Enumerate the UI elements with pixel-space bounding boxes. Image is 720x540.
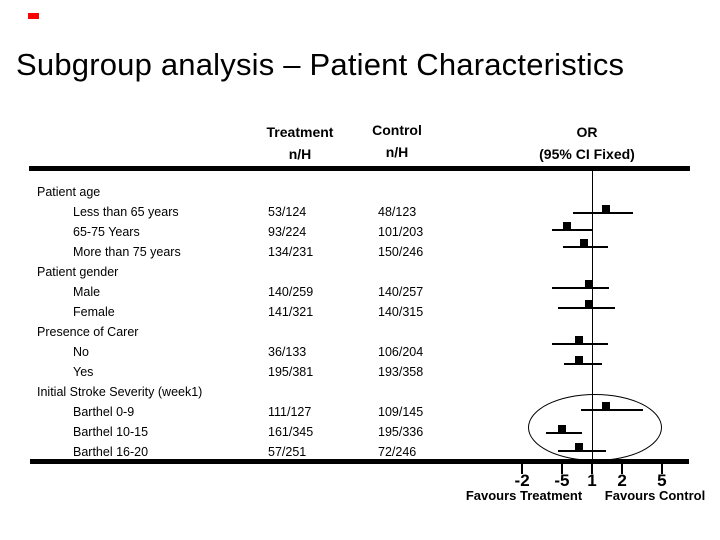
axis-tick-label: 1 (587, 471, 597, 490)
axis-tick (521, 463, 524, 474)
or-marker (584, 300, 593, 308)
ci-line (581, 409, 644, 411)
favours-control-label: Favours Control (604, 488, 706, 503)
row-value-treatment: 93/224 (268, 225, 307, 239)
row-value-control: 48/123 (378, 205, 417, 219)
row-label-subgroup: Female (73, 305, 115, 319)
row-label-group: Initial Stroke Severity (week1) (37, 385, 203, 399)
column-header-control-line2: n/H (385, 144, 409, 160)
row-value-treatment: 141/321 (268, 305, 314, 319)
row-label-subgroup: Yes (73, 365, 94, 379)
axis-tick-label: -5 (554, 471, 570, 490)
row-value-control: 101/203 (378, 225, 424, 239)
slide-title: Subgroup analysis – Patient Characterist… (16, 47, 625, 82)
column-header-treatment-line1: Treatment (266, 124, 334, 140)
row-value-control: 193/358 (378, 365, 424, 379)
row-label-subgroup: Barthel 0-9 (73, 405, 135, 419)
row-label-group: Patient age (37, 185, 101, 199)
row-value-control: 195/336 (378, 425, 424, 439)
slide-accent-mark (28, 13, 39, 19)
or-marker (574, 356, 583, 364)
axis-tick-label: 5 (657, 471, 667, 490)
row-value-control: 140/257 (378, 285, 424, 299)
column-header-control: Control n/H (337, 119, 457, 163)
row-value-control: 150/246 (378, 245, 424, 259)
or-marker (557, 425, 566, 433)
axis-tick (591, 463, 593, 474)
column-header-treatment: Treatment n/H (240, 121, 360, 165)
or-marker (584, 280, 593, 288)
or-marker (601, 402, 610, 410)
ci-line (552, 287, 610, 289)
row-value-treatment: 161/345 (268, 425, 314, 439)
or-marker (574, 336, 583, 344)
reference-line (591, 171, 593, 459)
row-label-subgroup: Male (73, 285, 101, 299)
row-value-treatment: 111/127 (268, 405, 312, 419)
row-label-subgroup: Less than 65 years (73, 205, 179, 219)
axis-tick (621, 463, 624, 474)
row-value-treatment: 195/381 (268, 365, 314, 379)
column-header-or-line2: (95% CI Fixed) (539, 146, 635, 162)
row-label-subgroup: 65-75 Years (73, 225, 140, 239)
favours-treatment-label: Favours Treatment (465, 488, 583, 503)
row-label-group: Presence of Carer (37, 325, 139, 339)
row-value-treatment: 57/251 (268, 445, 307, 459)
highlight-ellipse (528, 394, 662, 461)
axis-tick (560, 463, 563, 474)
column-header-or-line1: OR (576, 124, 598, 140)
or-marker (601, 205, 610, 213)
or-marker (574, 443, 583, 451)
table-bottom-rule (30, 459, 689, 464)
row-value-control: 106/204 (378, 345, 424, 359)
row-value-treatment: 140/259 (268, 285, 314, 299)
row-value-treatment: 36/133 (268, 345, 307, 359)
row-value-control: 72/246 (378, 445, 417, 459)
row-label-subgroup: More than 75 years (73, 245, 181, 259)
or-marker (562, 222, 571, 230)
or-marker (579, 239, 588, 247)
row-label-subgroup: Barthel 10-15 (73, 425, 149, 439)
row-value-treatment: 53/124 (268, 205, 307, 219)
column-header-treatment-line2: n/H (288, 146, 312, 162)
row-value-treatment: 134/231 (268, 245, 314, 259)
axis-tick (660, 463, 663, 474)
row-value-control: 140/315 (378, 305, 424, 319)
column-header-or: OR (95% CI Fixed) (497, 121, 677, 165)
axis-tick-label: -2 (514, 471, 530, 490)
row-value-control: 109/145 (378, 405, 424, 419)
row-label-group: Patient gender (37, 265, 119, 279)
table-top-rule (29, 166, 690, 171)
column-header-control-line1: Control (372, 122, 422, 138)
row-label-subgroup: Barthel 16-20 (73, 445, 149, 459)
ci-line (552, 229, 592, 231)
row-label-subgroup: No (73, 345, 89, 359)
axis-tick-label: 2 (617, 471, 627, 490)
